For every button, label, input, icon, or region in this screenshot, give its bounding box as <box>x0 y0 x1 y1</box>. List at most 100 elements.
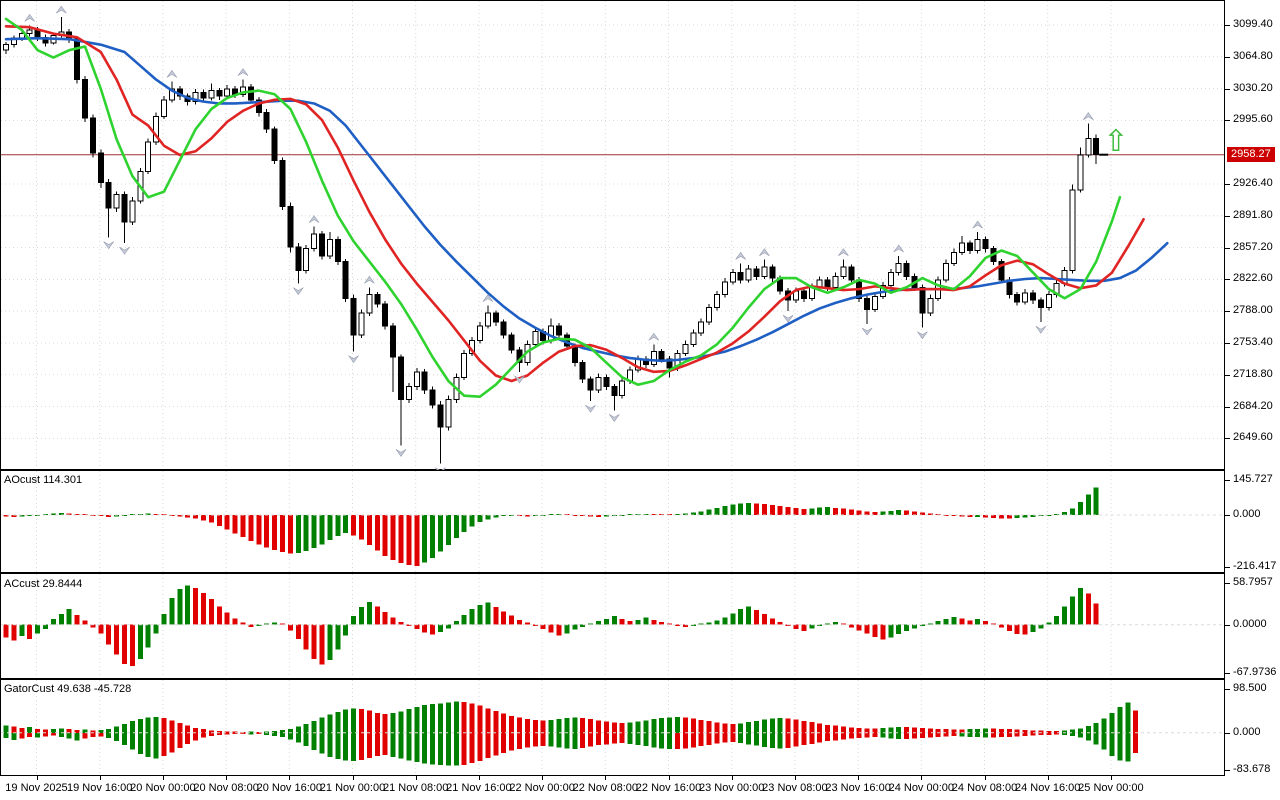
histogram-bar <box>382 714 388 733</box>
histogram-bar <box>667 717 673 733</box>
price-axis-label: 2891.80 <box>1233 208 1273 221</box>
histogram-bar <box>738 503 744 516</box>
candle-body <box>729 272 736 283</box>
histogram-bar <box>698 732 704 747</box>
histogram-bar <box>74 614 80 625</box>
histogram-bar <box>651 719 657 733</box>
histogram-bar <box>919 512 925 516</box>
histogram-bar <box>177 515 183 517</box>
histogram-bar <box>927 732 933 738</box>
histogram-bar <box>833 732 838 741</box>
histogram-bar <box>1093 723 1099 733</box>
histogram-bar <box>359 732 364 760</box>
histogram-bar <box>1133 710 1139 733</box>
histogram-bar <box>430 732 436 765</box>
histogram-bar <box>382 732 388 756</box>
histogram-bar <box>430 703 436 733</box>
histogram-bar <box>366 732 372 759</box>
histogram-bar <box>722 617 728 625</box>
axis-tick <box>1225 673 1230 674</box>
histogram-bar <box>485 515 491 520</box>
histogram-bar <box>1038 624 1044 629</box>
histogram-bar <box>517 717 522 733</box>
fractal-down-icon <box>348 355 359 364</box>
histogram-bar <box>754 720 759 733</box>
candle-body <box>1014 294 1021 303</box>
histogram-bar <box>524 515 530 517</box>
histogram-bar <box>327 714 333 733</box>
histogram-bar <box>50 732 56 736</box>
histogram-bar <box>74 730 80 733</box>
histogram-bar <box>216 732 222 736</box>
candle-body <box>745 268 752 281</box>
histogram-bar <box>359 606 364 625</box>
ac-indicator-panel[interactable] <box>0 573 1225 679</box>
price-axis-label: 2926.40 <box>1233 176 1273 189</box>
gator-histogram <box>3 701 1139 766</box>
axis-tick <box>1225 770 1230 771</box>
histogram-bar <box>303 624 309 650</box>
candle-body <box>848 266 855 281</box>
histogram-bar <box>50 619 56 625</box>
histogram-bar <box>596 720 601 733</box>
histogram-bar <box>651 514 657 516</box>
histogram-bar <box>311 732 317 751</box>
histogram-bar <box>611 722 617 733</box>
candle-body <box>303 248 310 272</box>
histogram-bar <box>690 624 696 627</box>
histogram-bar <box>840 732 846 740</box>
histogram-bar <box>714 620 720 625</box>
histogram-bar <box>366 710 372 733</box>
histogram-bar <box>224 515 230 530</box>
gator-indicator-panel[interactable] <box>0 679 1225 776</box>
histogram-bar <box>959 515 965 517</box>
histogram-bar <box>461 515 467 532</box>
histogram-bar <box>90 730 96 733</box>
main-chart-panel[interactable]: ⇧ <box>0 0 1225 476</box>
histogram-bar <box>90 732 96 737</box>
histogram-bar <box>66 609 72 625</box>
histogram-bar <box>856 624 862 631</box>
histogram-bar <box>730 504 736 516</box>
candle-body <box>737 272 744 281</box>
histogram-bar <box>959 732 965 737</box>
histogram-bar <box>11 726 17 733</box>
histogram-bar <box>366 602 372 625</box>
histogram-bar <box>651 619 657 625</box>
axis-tick <box>1225 438 1230 440</box>
buy-signal-arrow-icon: ⇧ <box>1103 124 1128 159</box>
histogram-bar <box>517 732 522 749</box>
ao-indicator-panel[interactable] <box>0 470 1225 573</box>
histogram-bar <box>122 624 127 664</box>
histogram-bar <box>635 721 641 733</box>
histogram-bar <box>509 615 515 625</box>
time-axis-tick <box>478 776 480 780</box>
time-axis-label: 20 Nov 16:00 <box>256 782 323 794</box>
candle-body <box>1030 292 1036 301</box>
histogram-bar <box>1014 515 1020 519</box>
histogram-bar <box>216 515 222 526</box>
histogram-bar <box>422 624 428 633</box>
chart-canvas[interactable]: ⇧ <box>0 0 1225 776</box>
candle-body <box>690 332 697 345</box>
histogram-bar <box>1038 732 1044 736</box>
histogram-bar <box>1014 732 1020 737</box>
candle-body <box>342 261 349 299</box>
histogram-bar <box>848 624 854 628</box>
histogram-bar <box>1030 515 1036 517</box>
histogram-bar <box>35 728 41 733</box>
fractal-up-icon <box>56 5 67 14</box>
histogram-bar <box>596 732 601 746</box>
price-axis-label: 3030.20 <box>1233 81 1273 94</box>
histogram-bar <box>643 617 649 625</box>
histogram-bar <box>303 723 309 733</box>
histogram-bar <box>193 515 199 519</box>
price-axis[interactable]: 145.727 0.000 -216.417 58.7957 0.0000 -67.973… <box>1225 0 1280 776</box>
candle-body <box>492 312 499 323</box>
histogram-bar <box>746 606 752 625</box>
fractal-down-icon <box>103 241 114 250</box>
time-axis[interactable]: 19 Nov 2025 19 Nov 16:00 20 Nov 00:00 20 No… <box>0 776 1280 800</box>
histogram-bar <box>35 624 41 634</box>
histogram-bar <box>1085 726 1091 733</box>
